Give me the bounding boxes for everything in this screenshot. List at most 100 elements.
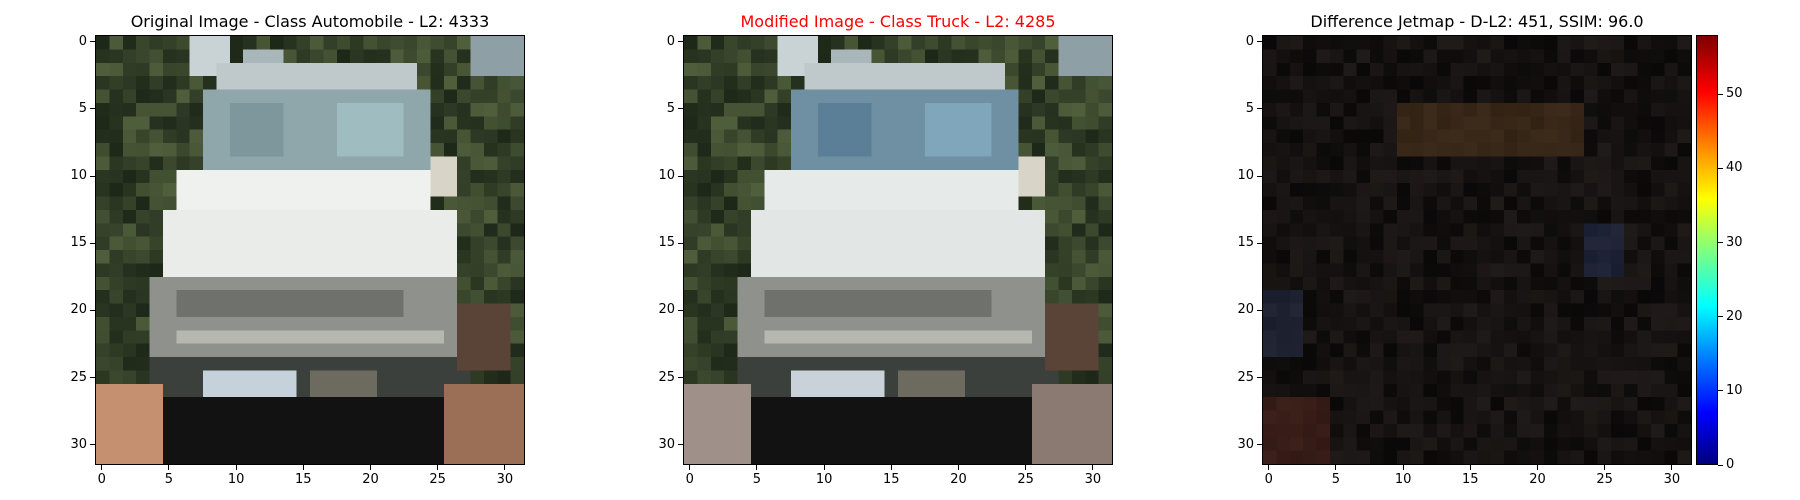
y-tick-label: 20 (70, 302, 87, 318)
colorbar-tick-label: 10 (1726, 382, 1743, 398)
x-tick (1025, 465, 1027, 470)
colorbar-tick-label: 0 (1726, 457, 1735, 472)
x-tick-label: 0 (97, 472, 106, 487)
colorbar-tick-label: 30 (1726, 234, 1743, 250)
x-tick-label: 15 (1462, 472, 1479, 487)
x-tick-label: 30 (496, 472, 514, 487)
original-image-pixels (96, 36, 524, 464)
y-tick-label: 0 (1245, 33, 1254, 49)
original-image (95, 35, 525, 465)
x-tick-label: 10 (815, 472, 833, 487)
original-title: Original Image - Class Automobile - L2: … (130, 12, 490, 31)
colorbar-tick (1718, 316, 1723, 318)
x-tick (890, 465, 892, 470)
x-tick (302, 465, 304, 470)
x-tick-label: 15 (883, 472, 900, 487)
colorbar-tick (1718, 242, 1723, 244)
y-tick-label: 25 (658, 369, 675, 385)
x-tick-label: 5 (164, 472, 174, 487)
y-tick-label: 5 (78, 100, 87, 116)
y-tick (1257, 309, 1262, 311)
y-tick-label: 5 (1245, 100, 1254, 116)
y-tick-label: 15 (658, 235, 675, 251)
y-tick (90, 108, 95, 110)
x-tick (823, 465, 825, 470)
y-tick (90, 41, 95, 43)
y-tick-label: 10 (1237, 168, 1254, 184)
colorbar-tick (1718, 167, 1723, 169)
colorbar-tick-label: 40 (1726, 160, 1743, 176)
x-tick (1268, 465, 1270, 470)
y-tick-label: 5 (666, 100, 675, 116)
x-tick-label: 25 (1596, 472, 1613, 487)
x-tick-label: 5 (1331, 472, 1341, 487)
x-tick-label: 0 (1264, 472, 1273, 487)
x-tick (1671, 465, 1673, 470)
y-tick (90, 242, 95, 244)
x-tick (1402, 465, 1404, 470)
jet-colorbar (1696, 35, 1718, 465)
x-tick (504, 465, 506, 470)
y-tick-label: 10 (70, 168, 87, 184)
y-tick-label: 0 (78, 33, 87, 49)
x-tick-label: 5 (752, 472, 762, 487)
y-tick (678, 41, 683, 43)
y-tick-label: 25 (1237, 369, 1254, 385)
x-tick-label: 20 (1529, 472, 1546, 487)
y-tick (1257, 444, 1262, 446)
x-tick-label: 10 (227, 472, 245, 487)
y-tick-label: 20 (658, 302, 675, 318)
y-tick (1257, 41, 1262, 43)
y-tick (678, 444, 683, 446)
x-tick (689, 465, 691, 470)
y-tick (90, 309, 95, 311)
y-tick (678, 309, 683, 311)
difference-title: Difference Jetmap - D-L2: 451, SSIM: 96.… (1310, 12, 1644, 31)
y-tick (1257, 175, 1262, 177)
x-tick-label: 25 (1017, 472, 1034, 487)
x-tick (369, 465, 371, 470)
modified-title: Modified Image - Class Truck - L2: 4285 (740, 12, 1056, 31)
y-tick-label: 0 (666, 33, 675, 49)
y-tick (678, 108, 683, 110)
x-tick-label: 15 (295, 472, 312, 487)
colorbar-tick (1718, 390, 1723, 392)
y-tick (1257, 108, 1262, 110)
x-tick-label: 10 (1394, 472, 1412, 487)
x-tick (1604, 465, 1606, 470)
x-tick (1469, 465, 1471, 470)
y-tick (678, 242, 683, 244)
x-tick (235, 465, 237, 470)
y-tick-label: 30 (1237, 436, 1254, 452)
difference-image-pixels (1263, 36, 1691, 464)
y-tick-label: 10 (658, 168, 675, 184)
y-tick-label: 30 (658, 436, 675, 452)
x-tick (1536, 465, 1538, 470)
y-tick-label: 15 (1237, 235, 1254, 251)
y-tick-label: 30 (70, 436, 87, 452)
y-tick-label: 15 (70, 235, 87, 251)
colorbar-tick (1718, 464, 1723, 466)
y-tick (1257, 377, 1262, 379)
y-tick (90, 175, 95, 177)
y-tick-label: 20 (1237, 302, 1254, 318)
y-tick (678, 175, 683, 177)
x-tick-label: 20 (362, 472, 379, 487)
colorbar-tick-label: 20 (1726, 308, 1743, 324)
x-tick (756, 465, 758, 470)
modified-image-pixels (684, 36, 1112, 464)
x-tick-label: 0 (685, 472, 694, 487)
x-tick-label: 30 (1663, 472, 1681, 487)
x-tick (168, 465, 170, 470)
y-tick (90, 377, 95, 379)
y-tick (1257, 242, 1262, 244)
x-tick (1335, 465, 1337, 470)
x-tick-label: 30 (1084, 472, 1102, 487)
x-tick (957, 465, 959, 470)
difference-image (1262, 35, 1692, 465)
x-tick (437, 465, 439, 470)
x-tick (1092, 465, 1094, 470)
colorbar-tick-label: 50 (1726, 86, 1743, 102)
x-tick (101, 465, 103, 470)
x-tick-label: 25 (429, 472, 446, 487)
